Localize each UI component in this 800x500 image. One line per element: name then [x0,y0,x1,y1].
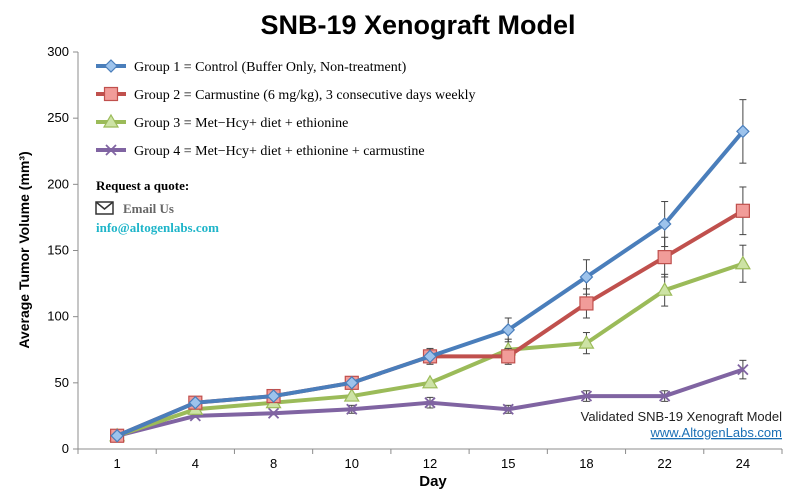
data-point [344,375,359,390]
data-point [502,403,514,415]
data-point [578,334,595,349]
chart-title: SNB-19 Xenograft Model [260,10,575,40]
y-tick-label: 0 [62,441,69,456]
data-point [656,282,673,296]
legend-marker [102,113,120,128]
legend-item: Group 2 = Carmustine (6 mg/kg), 3 consec… [96,86,476,103]
x-axis-label: Day [419,473,447,490]
data-point [424,397,436,409]
email-icon[interactable] [95,201,114,215]
y-tick-label: 150 [47,243,69,258]
y-tick-label: 200 [47,176,69,191]
x-tick-label: 24 [736,456,750,471]
watermark-link[interactable]: www.AltogenLabs.com [649,425,782,440]
request-quote-heading: Request a quote: [96,178,189,193]
data-point [188,395,203,410]
data-point [737,363,749,376]
y-tick-labels: 0 50 100 150 200 250 300 [47,44,78,456]
legend-item: Group 4 = Met−Hcy+ diet + ethionine + ca… [96,144,425,159]
legend-label: Group 3 = Met−Hcy+ diet + ethionine [134,116,348,131]
legend-marker [105,144,117,156]
series-layer [109,99,751,443]
email-us-link[interactable]: Email Us [123,201,174,216]
x-tick-label: 10 [345,456,359,471]
x-tick-label: 22 [657,456,671,471]
y-axis-label: Average Tumor Volume (mm³) [16,151,32,348]
data-point [580,390,593,402]
data-point [346,403,358,415]
data-point [423,349,437,364]
data-point [421,374,439,389]
y-tick-label: 300 [47,44,69,59]
series-1 [110,99,750,443]
x-tick-label: 1 [113,456,120,471]
data-point [110,428,124,443]
data-point [657,250,672,265]
data-point [659,390,671,402]
legend-item: Group 3 = Met−Hcy+ diet + ethionine [96,113,348,131]
data-point [579,296,594,311]
email-address-link[interactable]: info@altogenlabs.com [96,220,219,235]
data-point [734,255,751,270]
x-tick-labels: 1 4 8 10 12 15 18 22 24 [77,449,783,471]
y-tick-label: 250 [47,110,69,125]
y-tick-label: 100 [47,309,69,324]
x-tick-label: 4 [192,456,199,471]
legend: Group 1 = Control (Buffer Only, Non-trea… [96,59,476,159]
data-point [267,407,280,419]
data-point [501,323,516,337]
legend-marker [104,59,118,73]
data-point [657,217,672,231]
watermark-title: Validated SNB-19 Xenograft Model [581,409,782,424]
data-point [735,203,750,218]
data-point [266,389,281,403]
series-line [116,130,745,438]
legend-marker [103,86,119,102]
data-point [343,387,360,402]
data-point [501,349,516,364]
legend-label: Group 1 = Control (Buffer Only, Non-trea… [134,60,407,75]
legend-label: Group 2 = Carmustine (6 mg/kg), 3 consec… [134,88,476,103]
x-tick-label: 12 [423,456,437,471]
contact-box: Request a quote: Email Us info@altogenla… [95,178,219,235]
x-tick-label: 15 [501,456,515,471]
legend-item: Group 1 = Control (Buffer Only, Non-trea… [96,59,407,75]
x-tick-label: 8 [270,456,277,471]
x-tick-label: 18 [579,456,593,471]
watermark: Validated SNB-19 Xenograft Model www.Alt… [581,409,782,440]
y-tick-label: 50 [55,375,69,390]
data-point [579,270,594,284]
legend-label: Group 4 = Met−Hcy+ diet + ethionine + ca… [134,144,425,159]
data-point [736,124,750,139]
